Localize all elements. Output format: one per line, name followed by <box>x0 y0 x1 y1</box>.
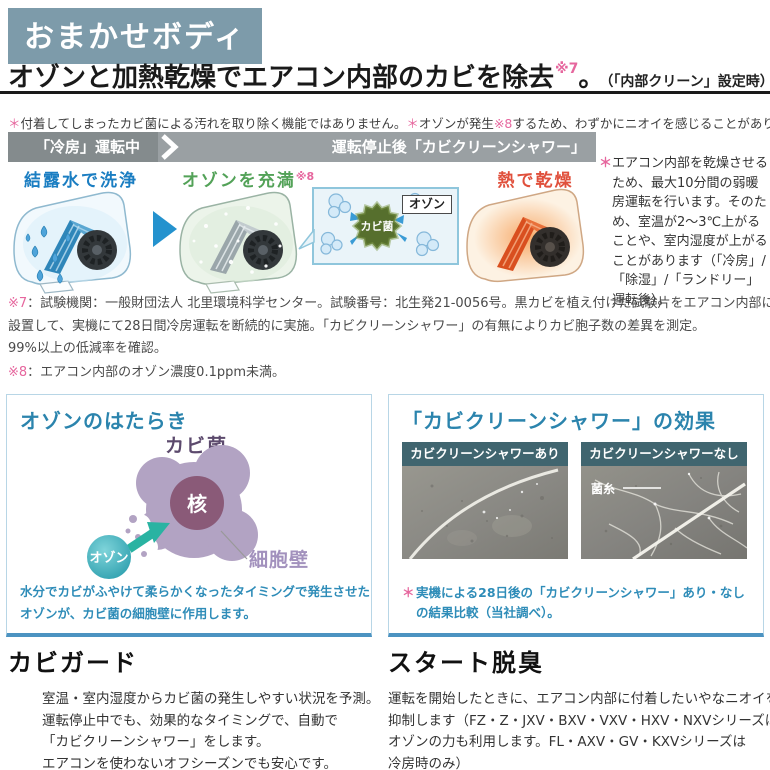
footnote-mark-8: ※8 <box>493 115 513 131</box>
asterisk: ＊ <box>8 115 21 131</box>
ozone-function-panel: オゾンのはたらき カビ菌 核 <box>6 394 372 637</box>
ac-unit-heating-illustration <box>466 188 585 283</box>
footnote-mark-8: ※8 <box>295 170 315 183</box>
title-divider <box>0 91 770 94</box>
ac-unit-washing-illustration <box>13 191 132 294</box>
footnote-mark-7: ※7 <box>8 296 28 311</box>
dry-operation-note-text: エアコン内部を乾燥させるため、最大10分間の弱暖房運転を行います。そのため、室温… <box>612 156 769 308</box>
mold-guard-line2: 運転停止中でも、効果的なタイミングで、自動で <box>42 712 339 729</box>
footnote-7: ※7：試験機関：一般財団法人 北里環境科学センター。試験番号：北生発21-005… <box>8 293 770 361</box>
ozone-panel-description-line1: 水分でカビがふやけて柔らかくなったタイミングで発生させた <box>20 584 371 599</box>
cell-crumbs <box>125 515 147 557</box>
flow-arrow-icon <box>153 211 177 247</box>
asterisk: ＊ <box>402 585 415 600</box>
step-label-dry: 熱で乾燥 <box>497 171 574 191</box>
feature-badge: おまかせボディ <box>8 8 262 64</box>
step-label-ozone: オゾンを充満※8 <box>173 166 323 191</box>
hyphae-label: 菌糸 <box>591 481 615 496</box>
ac-unit-ozone-illustration <box>179 191 298 294</box>
mold-guard-line4: エアコンを使わないオフシーズンでも安心です。 <box>42 755 337 770</box>
step-label-wash: 結露水で洗浄 <box>24 171 138 191</box>
callout-tail <box>298 229 315 250</box>
ozone-particles <box>192 206 282 274</box>
footnote-8-text: ：エアコン内部のオゾン濃度0.1ppm未満。 <box>27 365 286 380</box>
micrograph-without-shower-photo: 菌糸 <box>581 466 747 559</box>
footnote-7-line3: 99%以上の低減率を確認。 <box>8 341 167 356</box>
ozone-action-diagram: 核 オゾン <box>87 445 258 579</box>
effect-panel-note-text: 実機による28日後の「カビクリーンシャワー」あり・なしの結果比較（当社調べ）。 <box>416 585 745 620</box>
title-footnote-mark: ※7 <box>555 61 579 77</box>
with-shower-header: カビクリーンシャワーあり <box>402 442 568 466</box>
footnote-8: ※8：エアコン内部のオゾン濃度0.1ppm未満。 <box>8 361 285 380</box>
step-label-ozone-text: オゾンを充満 <box>181 171 296 191</box>
ozone-ball-label: オゾン <box>89 550 128 566</box>
nucleus-circle <box>170 476 224 530</box>
asterisk: ＊ <box>599 156 613 171</box>
without-shower-header: カビクリーンシャワーなし <box>581 442 747 466</box>
footnote-7-line2: 設置して、実機にて28日間冷房運転を断続的に実施。「カビクリーンシャワー」の有無… <box>8 318 706 334</box>
disclaimer-note: ＊付着してしまったカビ菌による汚れを取り除く機能ではありません。＊オゾンが発生※… <box>8 113 770 132</box>
start-deodorizing-section: スタート脱臭 運転を開始したときに、エアコン内部に付着したいやなニオイを 抑制し… <box>388 643 770 770</box>
title-period: 。 <box>578 63 605 93</box>
disclaimer-part3: するため、わずかにニオイを感じることがあります。 <box>512 115 770 131</box>
mold-guard-text: 室温・室内湿度からカビ菌の発生しやすい状況を予測。 運転停止中でも、効果的なタイ… <box>8 689 380 770</box>
start-deodorizing-line4: 冷房時のみ） <box>388 755 469 770</box>
ozone-ball <box>87 535 131 579</box>
ozone-panel-title: オゾンのはたらき <box>20 409 188 433</box>
footnote-mark-8: ※8 <box>8 365 28 380</box>
mold-guard-line3: 「カビクリーンシャワー」をします。 <box>42 734 270 750</box>
ozone-panel-description-line2: オゾンが、カビ菌の細胞壁に作用します。 <box>20 606 257 621</box>
effect-panel-title: 「カビクリーンシャワー」の効果 <box>402 409 716 433</box>
ozone-germ-callout: カビ菌 オゾン <box>298 187 459 265</box>
asterisk: ＊ <box>406 115 419 131</box>
process-timeline-bar: 「冷房」運転中 運転停止後「カビクリーンシャワー」 <box>8 132 596 162</box>
micrograph-with-shower: カビクリーンシャワーあり <box>402 442 568 559</box>
ozone-tag-label: オゾン <box>401 195 452 214</box>
mold-germ-label: カビ菌 <box>361 219 394 233</box>
title-main: オゾンと加熱乾燥でエアコン内部のカビを除去 <box>8 63 555 93</box>
mold-guard-section: カビガード 室温・室内湿度からカビ菌の発生しやすい状況を予測。 運転停止中でも、… <box>8 643 380 770</box>
fan-icon <box>243 230 283 270</box>
ozone-panel-description: 水分でカビがふやけて柔らかくなったタイミングで発生させた オゾンが、カビ菌の細胞… <box>20 581 370 625</box>
cell-wall-label: 細胞壁 <box>249 549 310 571</box>
mold-germ-blob <box>351 200 403 252</box>
footnote-7-line1: ：試験機関：一般財団法人 北里環境科学センター。試験番号：北生発21-0056号… <box>27 296 770 311</box>
bar-label-cooling: 「冷房」運転中 <box>35 138 141 156</box>
start-deodorizing-heading: スタート脱臭 <box>388 649 544 677</box>
dry-operation-note: ＊ エアコン内部を乾燥させるため、最大10分間の弱暖房運転を行います。そのため、… <box>599 154 770 310</box>
chevron-right-icon <box>161 134 179 160</box>
bar-label-after-stop: 運転停止後「カビクリーンシャワー」 <box>331 138 586 156</box>
start-deodorizing-line2: 抑制します（FZ・Z・JXV・BXV・VXV・HXV・NXVシリーズは <box>388 712 770 729</box>
mold-guard-heading: カビガード <box>8 649 138 677</box>
fan-icon <box>530 227 570 267</box>
start-deodorizing-line1: 運転を開始したときに、エアコン内部に付着したいやなニオイを <box>388 691 770 707</box>
action-arrow-icon <box>147 522 170 543</box>
micrograph-with-shower-photo <box>402 466 568 559</box>
page-title: オゾンと加熱乾燥でエアコン内部のカビを除去※7。 （「内部クリーン」設定時） <box>8 57 770 94</box>
start-deodorizing-line3: オゾンの力も利用します。FL・AXV・GV・KXVシリーズは <box>388 734 747 750</box>
shower-effect-panel: 「カビクリーンシャワー」の効果 カビクリーンシャワーあり <box>388 394 764 637</box>
title-suffix: （「内部クリーン」設定時） <box>606 74 770 90</box>
nucleus-label: 核 <box>187 492 207 516</box>
micrograph-without-shower: カビクリーンシャワーなし <box>581 442 747 559</box>
fan-icon <box>77 230 117 270</box>
start-deodorizing-text: 運転を開始したときに、エアコン内部に付着したいやなニオイを 抑制します（FZ・Z… <box>388 689 770 770</box>
disclaimer-part2: オゾンが発生 <box>418 115 494 131</box>
cooling-phase-segment <box>8 132 158 162</box>
disclaimer-part1: 付着してしまったカビ菌による汚れを取り除く機能ではありません。 <box>20 115 407 131</box>
mold-guard-line1: 室温・室内湿度からカビ菌の発生しやすい状況を予測。 <box>42 691 380 707</box>
effect-panel-note: ＊ 実機による28日後の「カビクリーンシャワー」あり・なしの結果比較（当社調べ）… <box>402 583 754 623</box>
